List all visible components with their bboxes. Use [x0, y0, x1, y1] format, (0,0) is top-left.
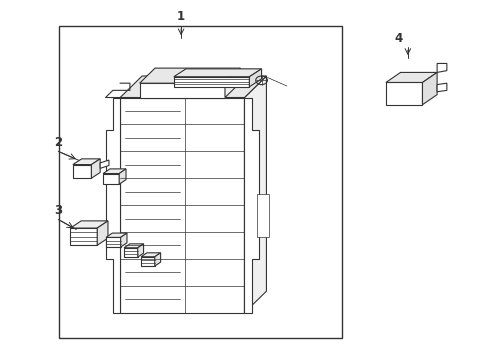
Bar	[59, 26, 341, 338]
Bar	[106, 237, 121, 247]
Polygon shape	[120, 76, 266, 98]
Polygon shape	[119, 169, 126, 184]
Polygon shape	[103, 169, 126, 174]
Polygon shape	[173, 69, 261, 77]
Polygon shape	[155, 253, 160, 266]
Polygon shape	[105, 98, 120, 313]
Bar	[103, 174, 119, 184]
Polygon shape	[224, 68, 240, 98]
Text: 4: 4	[393, 32, 402, 45]
Polygon shape	[249, 69, 261, 87]
Polygon shape	[106, 233, 127, 237]
Polygon shape	[385, 72, 436, 82]
Polygon shape	[121, 233, 127, 247]
Polygon shape	[138, 244, 143, 257]
Polygon shape	[91, 159, 100, 178]
Polygon shape	[141, 253, 160, 257]
Bar	[124, 248, 138, 257]
Bar	[173, 77, 249, 87]
Text: 2: 2	[54, 136, 62, 149]
Polygon shape	[97, 221, 108, 245]
Polygon shape	[422, 72, 436, 105]
Bar	[120, 98, 244, 313]
Bar	[73, 165, 91, 178]
Polygon shape	[436, 83, 446, 92]
Polygon shape	[244, 76, 266, 313]
Polygon shape	[73, 159, 100, 165]
Text: 1: 1	[177, 10, 185, 23]
Bar	[141, 257, 155, 266]
Polygon shape	[124, 244, 143, 248]
Polygon shape	[244, 98, 259, 313]
Bar	[385, 82, 422, 105]
Bar	[256, 194, 268, 237]
Bar	[70, 228, 97, 245]
Polygon shape	[436, 63, 446, 72]
Polygon shape	[140, 68, 240, 83]
Polygon shape	[70, 221, 108, 228]
Text: 3: 3	[54, 204, 62, 217]
Polygon shape	[100, 160, 109, 168]
Bar	[140, 83, 224, 98]
